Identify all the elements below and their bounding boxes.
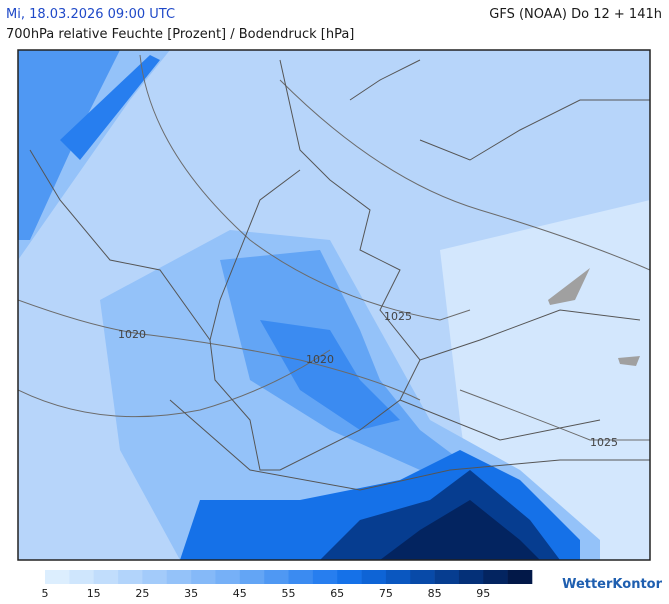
colorbar-label: 5: [42, 587, 49, 600]
colorbar-swatch: [337, 570, 362, 584]
colorbar-swatch: [264, 570, 289, 584]
colorbar-swatch: [483, 570, 508, 584]
colorbar-swatch: [410, 570, 435, 584]
colorbar-label: 85: [428, 587, 442, 600]
colorbar-label: 65: [330, 587, 344, 600]
colorbar-swatch: [434, 570, 460, 584]
colorbar-swatch: [118, 570, 143, 584]
colorbar-swatch: [507, 570, 533, 584]
colorbar-swatch: [361, 570, 387, 584]
colorbar-swatch: [385, 570, 411, 584]
colorbar-swatch: [458, 570, 484, 584]
colorbar-label: 15: [87, 587, 101, 600]
colorbar-swatch: [142, 570, 168, 584]
colorbar-label: 45: [233, 587, 247, 600]
logo: WetterKontor: [562, 577, 663, 592]
colorbar-label: 25: [135, 587, 149, 600]
colorbar-swatch: [93, 570, 119, 584]
isobar-label: 1025: [384, 310, 412, 323]
model-run: GFS (NOAA) Do 12 + 141h: [489, 7, 662, 22]
colorbar-swatch: [45, 570, 70, 584]
colorbar-swatch: [288, 570, 314, 584]
colorbar-label: 95: [476, 587, 490, 600]
colorbar-swatch: [215, 570, 241, 584]
map: 1020 1025 1020 1025: [18, 50, 650, 560]
isobar-label: 1020: [306, 353, 334, 366]
isobar-label: 1020: [118, 328, 146, 341]
colorbar-swatch: [166, 570, 192, 584]
isobar-label: 1025: [590, 436, 618, 449]
map-frame: [17, 49, 651, 561]
colorbar-label: 75: [379, 587, 393, 600]
colorbar-label: 35: [184, 587, 198, 600]
colorbar-swatch: [191, 570, 216, 584]
parameter: 700hPa relative Feuchte [Prozent] / Bode…: [6, 27, 354, 42]
colorbar-swatch: [239, 570, 265, 584]
colorbar-swatch: [69, 570, 94, 584]
colorbar-swatch: [312, 570, 338, 584]
colorbar: 5 15 25 35 45 55 65 75 85 95: [42, 570, 533, 600]
colorbar-label: 55: [282, 587, 296, 600]
valid-time: Mi, 18.03.2026 09:00 UTC: [6, 7, 175, 22]
